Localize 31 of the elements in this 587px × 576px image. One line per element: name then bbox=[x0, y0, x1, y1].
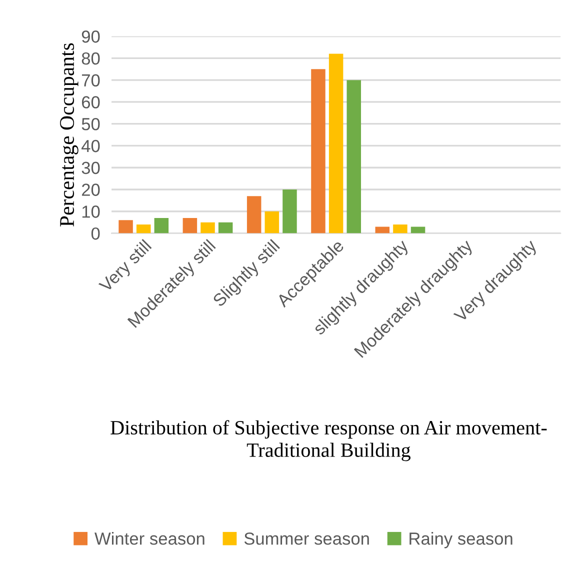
bar bbox=[346, 80, 362, 234]
bar bbox=[200, 222, 215, 234]
bar bbox=[182, 218, 198, 234]
bar bbox=[246, 196, 262, 234]
y-tick-label: 60 bbox=[82, 96, 100, 108]
y-tick-label: 70 bbox=[82, 74, 100, 87]
bar bbox=[136, 224, 151, 234]
y-axis-title: Percentage Occupants bbox=[60, 43, 78, 226]
bar bbox=[264, 211, 280, 234]
bar bbox=[118, 220, 133, 234]
x-tick-label: Very still bbox=[98, 238, 154, 296]
y-tick-label: 30 bbox=[82, 162, 100, 174]
bar bbox=[282, 190, 297, 234]
y-tick-label: 80 bbox=[82, 52, 100, 65]
y-tick-label: 10 bbox=[82, 206, 100, 218]
legend-label: Summer season bbox=[244, 532, 369, 545]
bar bbox=[410, 226, 426, 234]
text: Distribution of Subjective response on Air movement- Traditional Building bbox=[110, 420, 547, 462]
legend-label: Rainy season bbox=[410, 532, 512, 548]
bar bbox=[393, 224, 408, 234]
y-tick-label: 50 bbox=[82, 118, 100, 130]
bar bbox=[311, 69, 326, 234]
bar bbox=[328, 54, 344, 234]
y-tick-label: 40 bbox=[82, 140, 100, 152]
bar bbox=[154, 218, 169, 234]
bar bbox=[375, 226, 390, 234]
bar bbox=[218, 222, 233, 234]
legend-label: Winter season bbox=[94, 532, 204, 545]
y-tick-label: 20 bbox=[82, 184, 100, 196]
y-tick-label: 90 bbox=[82, 30, 100, 43]
y-tick-label: 0 bbox=[91, 227, 100, 240]
